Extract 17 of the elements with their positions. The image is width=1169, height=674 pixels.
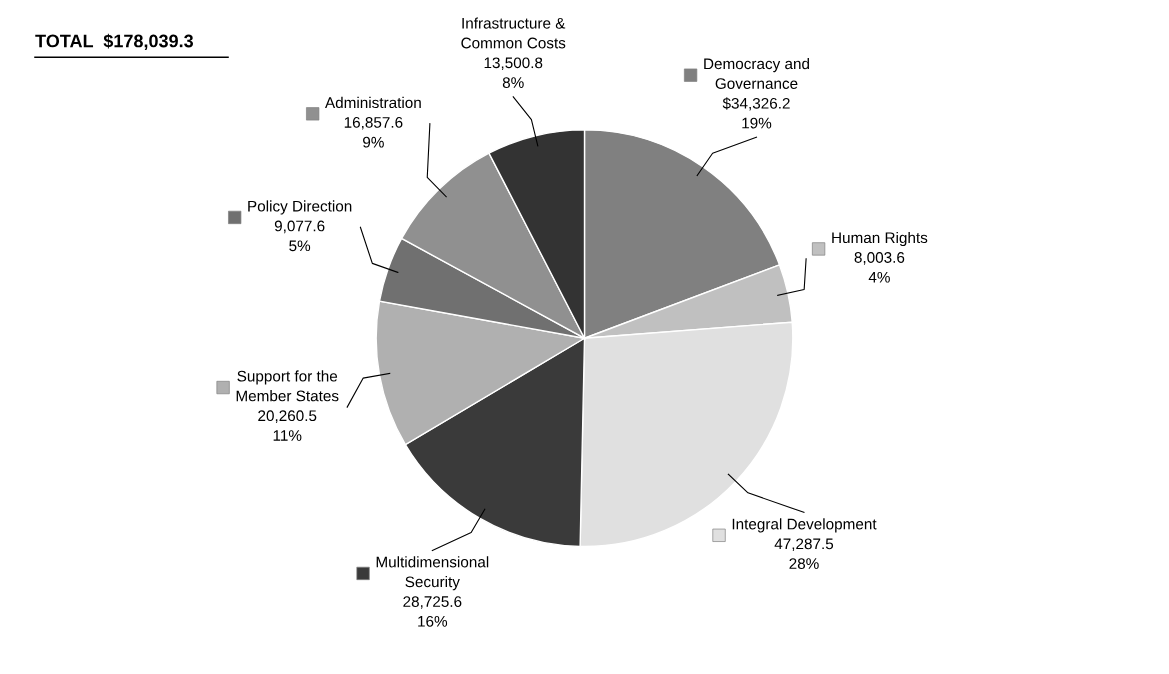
text: TOTAL $178,039.3 — [35, 33, 194, 50]
data-label: 20,260.5 11% — [258, 410, 317, 441]
data-label: $34,326.2 19% — [722, 97, 790, 129]
slice-label: Administration — [325, 96, 421, 109]
data-label: 13,500.8 8% — [484, 57, 543, 88]
data-label: 9,077.6 5% — [274, 220, 325, 252]
legend-label: Multidimensional Security — [376, 556, 489, 591]
legend-label: Policy Direction — [248, 200, 352, 215]
legend-label: Democracy and Governance — [704, 57, 809, 89]
legend-label: Integral Development — [732, 518, 877, 533]
legend-label: Support for the Member States — [236, 370, 339, 402]
data-label: 47,287.5 28% — [774, 538, 834, 570]
slice-label: Infrastructure & Common Costs — [461, 17, 566, 49]
data-label: 8,003.6 4% — [854, 252, 905, 283]
legend-label: Human Rights — [832, 231, 928, 247]
data-label: 28,725.6 16% — [403, 596, 462, 627]
data-label: 16,857.6 9% — [344, 116, 403, 148]
